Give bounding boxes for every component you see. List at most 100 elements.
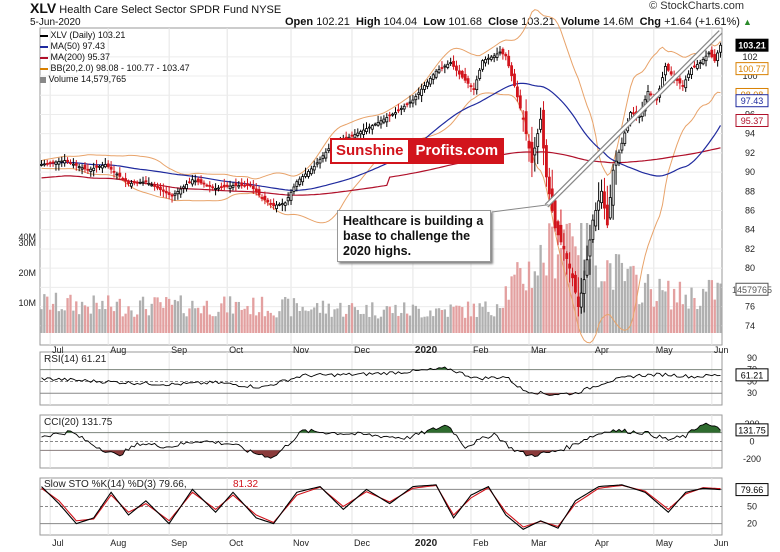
candle-body: [167, 192, 171, 195]
candle-body: [185, 184, 188, 189]
volume-bar: [339, 302, 342, 333]
candle-body: [222, 184, 226, 188]
candle-body: [275, 204, 278, 209]
candle-body: [283, 202, 287, 206]
rsi-value-marker-box: [735, 368, 769, 382]
volume-bar: [89, 313, 92, 333]
candle-body: [588, 239, 592, 257]
candlesticks: [40, 42, 722, 317]
volume-bar: [112, 311, 116, 333]
candle-body: [669, 71, 673, 75]
volume-bar: [638, 304, 641, 333]
candle-body: [234, 182, 238, 186]
price-tick-label: 86: [745, 206, 755, 216]
cci-title: CCI(20) 131.75: [44, 417, 113, 428]
volume-bar: [516, 262, 519, 333]
candle-body: [608, 197, 612, 219]
volume-bar: [533, 271, 536, 333]
volume-bar: [162, 307, 165, 333]
candle-body: [426, 81, 429, 87]
candle-body: [411, 99, 415, 104]
candle-body: [307, 171, 310, 177]
volume-bar: [252, 297, 255, 333]
volume-bar: [318, 312, 322, 333]
candle-body: [396, 109, 400, 112]
candle-body: [611, 169, 615, 206]
price-marker: 97.43: [741, 96, 764, 106]
volume-bar: [440, 309, 444, 333]
price-marker-box: [735, 114, 769, 128]
price-legend: XLV (Daily) 103.21 MA(50) 97.43 MA(200) …: [40, 30, 190, 85]
candle-body: [280, 203, 284, 206]
candle-body: [431, 74, 435, 80]
volume-bar: [382, 309, 386, 333]
candle-body: [521, 117, 525, 120]
candle-body: [417, 92, 421, 95]
volume-bar: [342, 316, 345, 333]
volume-bar: [609, 263, 612, 333]
candle-body: [86, 168, 90, 171]
rsi-panel: [39, 351, 723, 406]
candle-body: [141, 181, 145, 184]
candle-body: [211, 186, 215, 189]
candle-body: [135, 181, 139, 184]
volume-bar: [519, 268, 522, 333]
candle-body: [556, 221, 560, 236]
indicator-tick-label: 50: [747, 376, 757, 386]
candle-body: [173, 193, 177, 196]
month-label: Sep: [171, 345, 187, 355]
volume-bar: [80, 301, 84, 333]
candle-body: [713, 54, 717, 62]
candle-body: [164, 190, 168, 194]
volume-tick-label: 30M: [18, 238, 36, 248]
candle-body: [240, 182, 244, 186]
candle-body: [394, 112, 397, 115]
volume-bar: [672, 288, 676, 333]
month-label: Jul: [52, 345, 64, 355]
volume-bar: [95, 302, 98, 333]
month-label-bottom: Oct: [229, 538, 244, 548]
volume-bar: [170, 304, 174, 333]
candle-body: [687, 73, 691, 79]
candle-body: [228, 185, 232, 190]
trendline: [545, 30, 722, 207]
volume-bar: [156, 297, 159, 333]
volume-bar: [434, 308, 438, 333]
volume-bar: [449, 304, 452, 333]
price-tick-label: 76: [745, 302, 755, 312]
candle-body: [707, 52, 711, 55]
candle-body: [315, 162, 319, 165]
candle-body: [515, 86, 519, 98]
source-credit[interactable]: © StockCharts.com: [649, 0, 744, 12]
candle-body: [208, 185, 212, 187]
volume-bar: [623, 281, 626, 333]
volume-bar: [490, 315, 493, 333]
candle-body: [382, 118, 386, 123]
volume-bar: [513, 274, 516, 333]
volume-bar: [260, 296, 264, 333]
legend-swatch: [40, 76, 46, 83]
volume-bar: [591, 227, 595, 333]
volume-bar: [359, 314, 362, 333]
volume-bar: [275, 317, 278, 333]
month-label-bottom: Feb: [473, 538, 489, 548]
candle-body: [582, 279, 586, 294]
price-tick-label: 84: [745, 225, 755, 235]
volume-bar: [197, 307, 200, 333]
volume-bar: [594, 265, 597, 333]
brand-logo: Sunshine Profits.com: [330, 138, 505, 164]
month-label-bottom: Dec: [354, 538, 371, 548]
candle-body: [60, 160, 64, 163]
candle-body: [571, 273, 574, 279]
price-tick-label: 80: [745, 263, 755, 273]
candle-body: [263, 195, 267, 201]
volume-bar: [617, 254, 621, 333]
bollinger-upper-line: [41, 9, 721, 180]
volume-bar: [86, 306, 90, 333]
rsi-line: [41, 366, 721, 396]
volume-bar: [696, 309, 699, 333]
candle-body: [542, 109, 545, 149]
candle-body: [553, 200, 557, 229]
volume-bar: [138, 300, 142, 333]
up-triangle-icon: ▲: [742, 17, 752, 27]
